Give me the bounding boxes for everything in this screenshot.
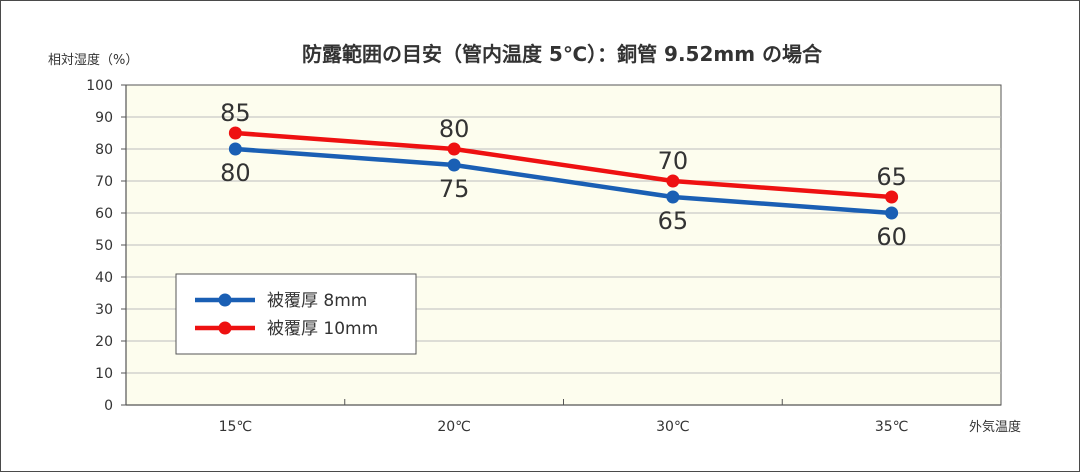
data-label: 60 [876,223,907,251]
y-tick-label: 100 [86,78,113,94]
x-axis-title: 外気温度 [969,419,1021,435]
legend-label: 被覆厚 10mm [267,319,378,339]
legend: 被覆厚 8mm 被覆厚 10mm [175,273,417,355]
legend-swatch-marker [218,293,232,307]
y-tick-label: 30 [95,302,113,318]
y-tick-labels: 0 10 20 30 40 50 60 70 80 90 100 [86,78,113,414]
legend-label: 被覆厚 8mm [267,291,367,311]
series-2: 85 80 70 65 [220,99,907,204]
data-point [666,190,680,204]
data-point [885,206,899,220]
y-tick-label: 20 [95,334,113,350]
legend-item: 被覆厚 10mm [195,319,378,339]
data-point [447,158,461,172]
data-label: 70 [658,147,689,175]
data-label: 75 [439,175,470,203]
legend-box [175,273,417,355]
y-tick-label: 40 [95,270,113,286]
x-tick-label: 30℃ [656,419,690,435]
data-point [885,190,899,204]
x-tick-label: 35℃ [875,419,909,435]
y-tick-label: 70 [95,174,113,190]
data-label: 85 [220,99,251,127]
y-tick-label: 80 [95,142,113,158]
x-tick-label: 15℃ [219,419,253,435]
y-tick-label: 60 [95,206,113,222]
y-tick-label: 0 [104,398,113,414]
data-label: 65 [876,163,907,191]
y-tick-label: 10 [95,366,113,382]
data-point [666,174,680,188]
series-group: 80 75 65 60 85 80 70 65 [220,99,907,251]
data-point [228,142,242,156]
data-label: 80 [220,159,251,187]
x-tick-labels: 15℃ 20℃ 30℃ 35℃ [219,419,909,435]
x-tick-label: 20℃ [437,419,471,435]
legend-item: 被覆厚 8mm [195,291,367,311]
data-label: 65 [658,207,689,235]
data-label: 80 [439,115,470,143]
data-point [447,142,461,156]
legend-swatch-marker [218,321,232,335]
data-point [228,126,242,140]
y-tick-label: 50 [95,238,113,254]
series-1: 80 75 65 60 [220,142,907,251]
axes [121,84,1001,406]
series-line [235,146,892,216]
series-line [235,130,892,200]
y-axis-title: 相対湿度（%） [48,52,138,68]
y-tick-label: 90 [95,110,113,126]
chart-title: 防露範囲の目安（管内温度 5℃）：銅管 9.52mm の場合 [302,42,823,66]
